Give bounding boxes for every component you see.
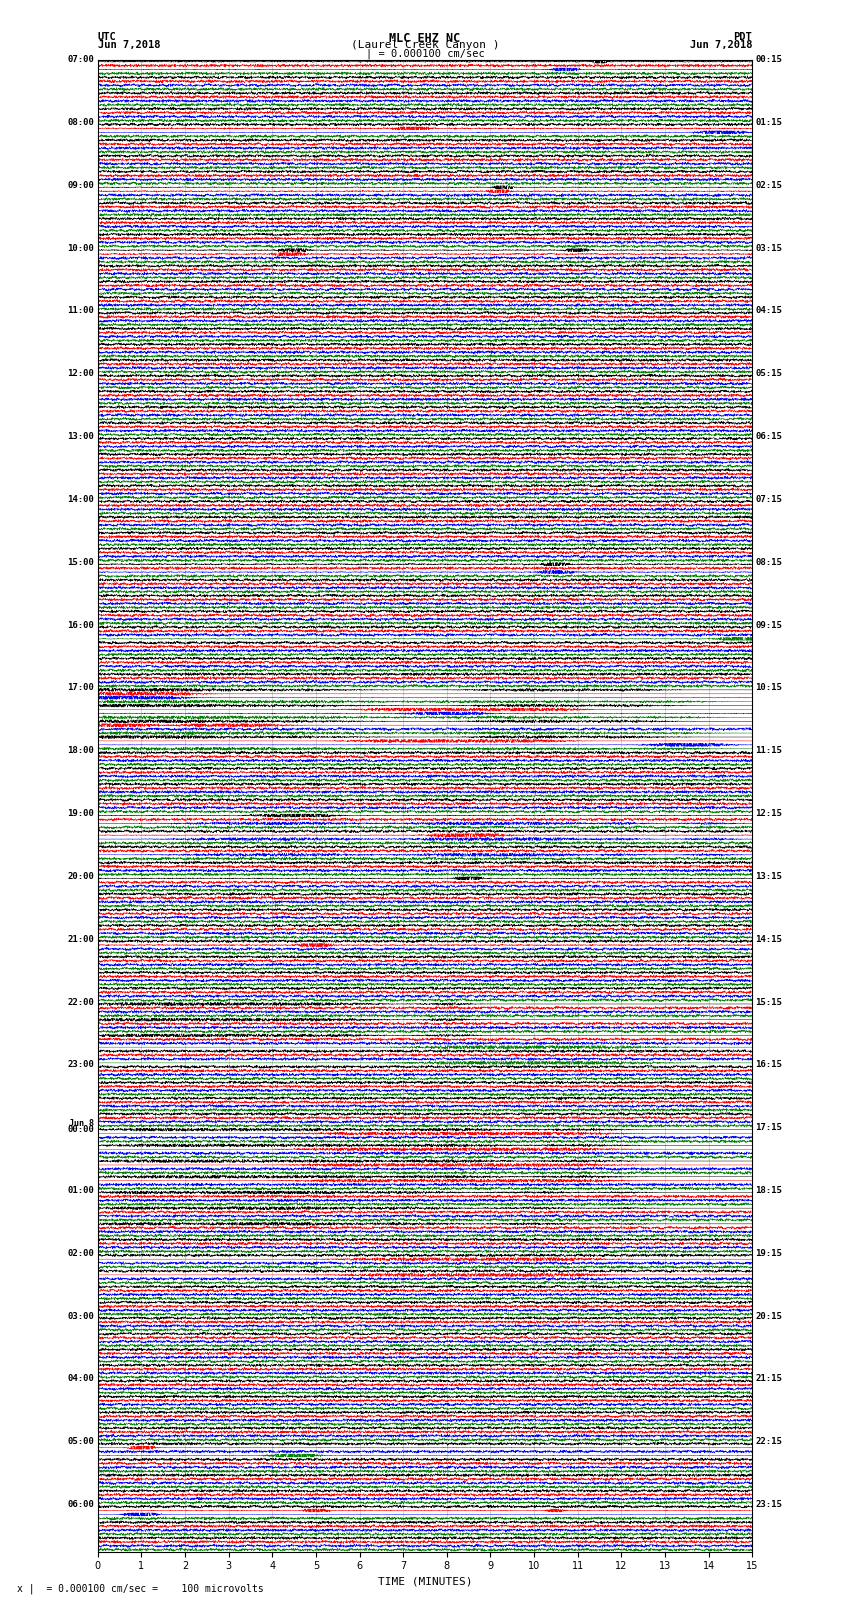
Text: 22:15: 22:15: [756, 1437, 782, 1447]
Text: 01:15: 01:15: [756, 118, 782, 127]
Text: 16:15: 16:15: [756, 1060, 782, 1069]
Text: 14:15: 14:15: [756, 934, 782, 944]
Text: 03:15: 03:15: [756, 244, 782, 253]
Text: x |  = 0.000100 cm/sec =    100 microvolts: x | = 0.000100 cm/sec = 100 microvolts: [17, 1582, 264, 1594]
Text: 05:15: 05:15: [756, 369, 782, 379]
Text: 16:00: 16:00: [68, 621, 94, 629]
Text: 13:15: 13:15: [756, 873, 782, 881]
Text: Jun 7,2018: Jun 7,2018: [689, 40, 752, 50]
Text: 23:15: 23:15: [756, 1500, 782, 1510]
Text: 08:15: 08:15: [756, 558, 782, 566]
Text: 14:00: 14:00: [68, 495, 94, 503]
Text: 19:00: 19:00: [68, 810, 94, 818]
Text: 07:00: 07:00: [68, 55, 94, 65]
Text: 00:00: 00:00: [68, 1126, 94, 1134]
Text: 09:15: 09:15: [756, 621, 782, 629]
Text: 10:00: 10:00: [68, 244, 94, 253]
Text: 23:00: 23:00: [68, 1060, 94, 1069]
Text: 03:00: 03:00: [68, 1311, 94, 1321]
Text: 21:00: 21:00: [68, 934, 94, 944]
Text: (Laurel Creek Canyon ): (Laurel Creek Canyon ): [351, 40, 499, 50]
Text: UTC: UTC: [98, 32, 116, 42]
X-axis label: TIME (MINUTES): TIME (MINUTES): [377, 1578, 473, 1587]
Text: 18:15: 18:15: [756, 1186, 782, 1195]
Text: 12:00: 12:00: [68, 369, 94, 379]
Text: MLC EHZ NC: MLC EHZ NC: [389, 32, 461, 45]
Text: 15:00: 15:00: [68, 558, 94, 566]
Text: 06:00: 06:00: [68, 1500, 94, 1510]
Text: 17:15: 17:15: [756, 1123, 782, 1132]
Text: 04:15: 04:15: [756, 306, 782, 316]
Text: 20:00: 20:00: [68, 873, 94, 881]
Text: 10:15: 10:15: [756, 684, 782, 692]
Text: 05:00: 05:00: [68, 1437, 94, 1447]
Text: Jun 7,2018: Jun 7,2018: [98, 40, 161, 50]
Text: 11:00: 11:00: [68, 306, 94, 316]
Text: 09:00: 09:00: [68, 181, 94, 190]
Text: PDT: PDT: [734, 32, 752, 42]
Text: 18:00: 18:00: [68, 747, 94, 755]
Text: 21:15: 21:15: [756, 1374, 782, 1384]
Text: 01:00: 01:00: [68, 1186, 94, 1195]
Text: 12:15: 12:15: [756, 810, 782, 818]
Text: 07:15: 07:15: [756, 495, 782, 503]
Text: 15:15: 15:15: [756, 997, 782, 1007]
Text: | = 0.000100 cm/sec: | = 0.000100 cm/sec: [366, 48, 484, 60]
Text: Jun 8: Jun 8: [70, 1119, 94, 1127]
Text: 11:15: 11:15: [756, 747, 782, 755]
Text: 13:00: 13:00: [68, 432, 94, 440]
Text: 08:00: 08:00: [68, 118, 94, 127]
Text: 19:15: 19:15: [756, 1248, 782, 1258]
Text: 17:00: 17:00: [68, 684, 94, 692]
Text: 00:15: 00:15: [756, 55, 782, 65]
Text: 02:15: 02:15: [756, 181, 782, 190]
Text: 20:15: 20:15: [756, 1311, 782, 1321]
Text: 22:00: 22:00: [68, 997, 94, 1007]
Text: 02:00: 02:00: [68, 1248, 94, 1258]
Text: 04:00: 04:00: [68, 1374, 94, 1384]
Text: 06:15: 06:15: [756, 432, 782, 440]
